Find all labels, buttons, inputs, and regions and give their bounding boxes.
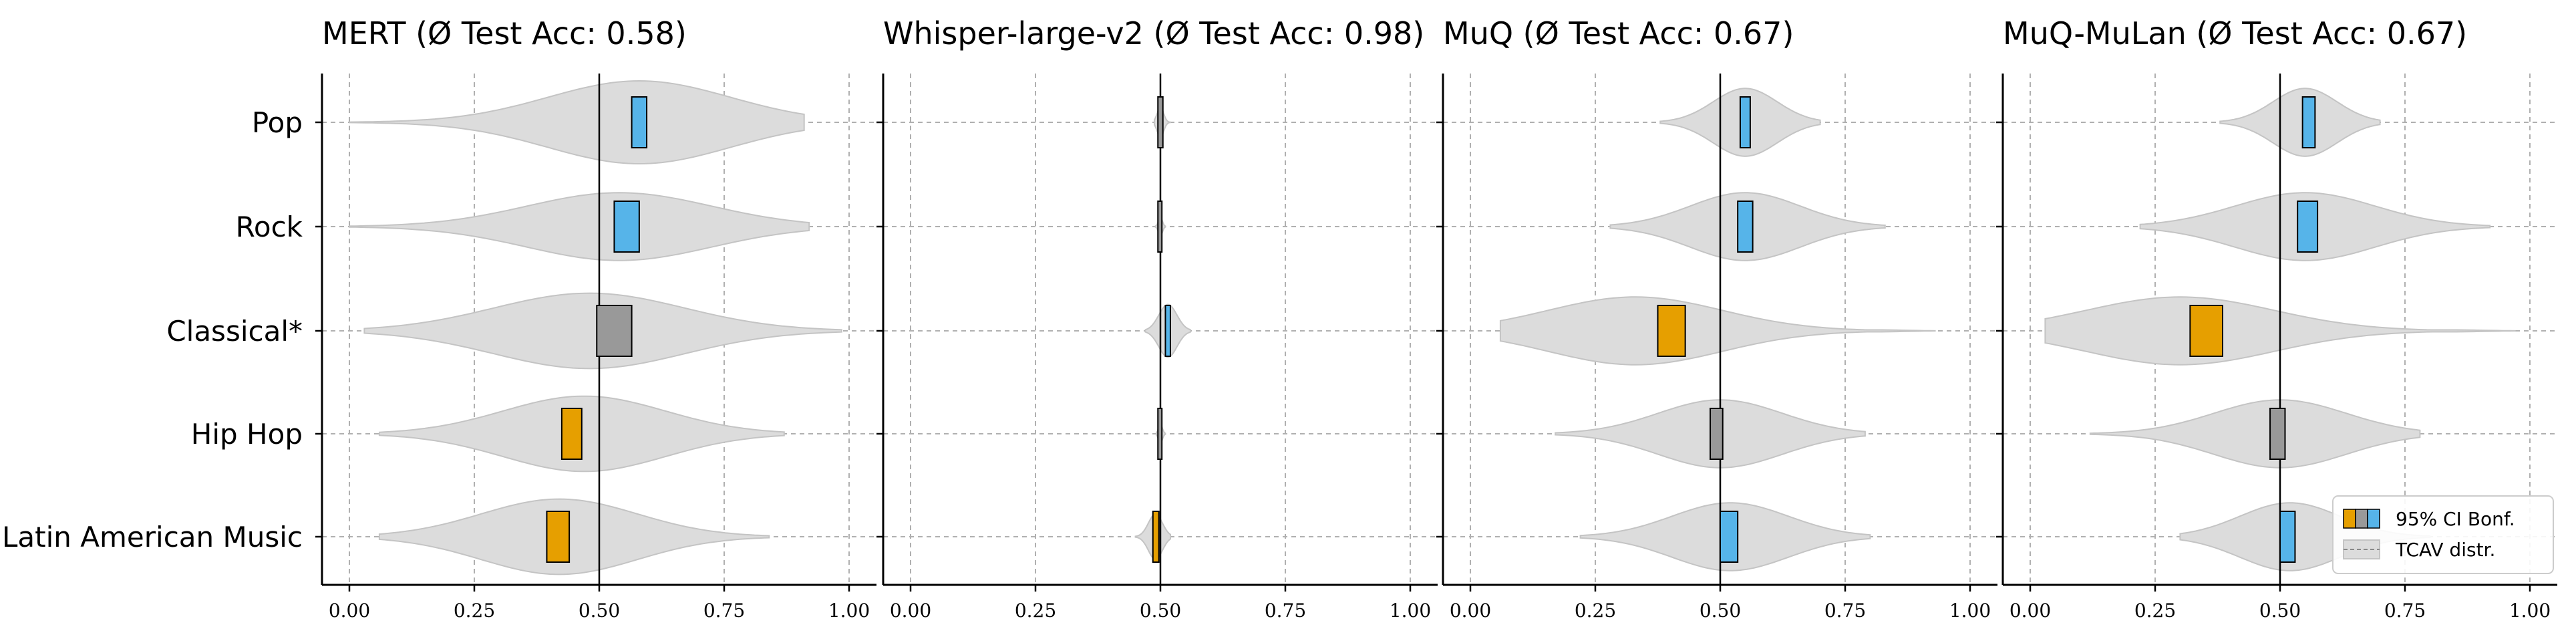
x-tick-label: 1.00 [2509,600,2551,622]
violin-pop [2219,88,2381,157]
panel-2: 0.00 0.25 0.50 0.75 1.00 Whisper-large-v2 (Ø … [876,15,1438,622]
x-tick-label: 0.75 [1824,600,1866,622]
x-tick-label: 0.25 [2134,600,2176,622]
legend: 95% CI Bonf. TCAV distr. [2332,495,2554,574]
violin-rock [349,192,810,261]
panel-1: 0.00 0.25 0.50 0.75 1.00 MERT (Ø Test Acc: 0.… [315,15,876,622]
panel-title: MuQ (Ø Test Acc: 0.67) [1443,15,1794,51]
ci-box-latin-american-music [1720,511,1739,563]
x-tick-label: 0.75 [2384,600,2426,622]
ci-box-classical- [1164,305,1171,357]
category-label: Latin American Music [2,521,303,553]
ci-box-rock [1737,201,1754,253]
ci-box-rock [2297,201,2319,253]
x-tick-label: 1.00 [828,600,870,622]
category-label: Rock [236,211,303,243]
x-tick-label: 0.75 [1265,600,1306,622]
legend-ci-label: 95% CI Bonf. [2396,508,2515,530]
panel-title: Whisper-large-v2 (Ø Test Acc: 0.98) [883,15,1424,51]
x-tick-label: 0.00 [890,600,931,622]
ci-box-hip-hop [560,408,583,460]
x-tick-label: 0.50 [1140,600,1181,622]
x-tick-label: 1.00 [1949,600,1991,622]
legend-swatch-neutral [2355,509,2368,529]
ci-box-classical- [596,305,633,357]
x-tick-label: 0.25 [454,600,495,622]
ci-box-hip-hop [2269,408,2286,460]
x-tick-label: 0.50 [579,600,620,622]
x-tick-label: 0.00 [329,600,370,622]
x-tick-label: 1.00 [1390,600,1431,622]
ci-box-rock [1157,201,1163,253]
ci-box-hip-hop [1710,408,1724,460]
ci-box-latin-american-music [2279,511,2296,563]
x-tick-label: 0.50 [2259,600,2301,622]
panel-4: 0.00 0.25 0.50 0.75 1.00 MuQ-MuLan (Ø Test Ac… [1996,15,2557,622]
legend-frame [2332,495,2554,574]
category-label: Hip Hop [191,418,303,451]
ci-box-rock [613,201,640,253]
x-tick-label: 0.75 [703,600,745,622]
ci-box-classical- [1657,305,1686,357]
x-tick-label: 0.25 [1575,600,1616,622]
ci-box-latin-american-music [1152,511,1160,563]
ci-box-latin-american-music [546,511,571,563]
ci-box-pop [631,96,648,148]
x-tick-label: 0.00 [1450,600,1491,622]
violin-classical- [1499,296,1936,366]
ci-box-hip-hop [1157,408,1163,460]
violin-pop [349,80,805,165]
category-label: Pop [252,106,303,139]
ci-box-pop [1739,96,1751,148]
ci-box-classical- [2189,305,2223,357]
ci-box-pop [2301,96,2316,148]
x-tick-label: 0.50 [1700,600,1741,622]
panel-title: MuQ-MuLan (Ø Test Acc: 0.67) [2003,15,2467,51]
legend-distr-label: TCAV distr. [2395,539,2495,561]
legend-swatch-below [2343,509,2356,529]
violin-hip-hop [2089,399,2421,469]
category-label: Classical* [166,315,303,348]
ci-box-pop [1157,96,1164,148]
x-tick-label: 0.25 [1015,600,1056,622]
legend-swatch-above [2367,509,2380,529]
panel-title: MERT (Ø Test Acc: 0.58) [322,15,687,51]
violin-latin-american-music [378,498,770,575]
panel-3: 0.00 0.25 0.50 0.75 1.00 MuQ (Ø Test Acc: 0.6… [1436,15,1997,622]
x-tick-label: 0.00 [2009,600,2051,622]
